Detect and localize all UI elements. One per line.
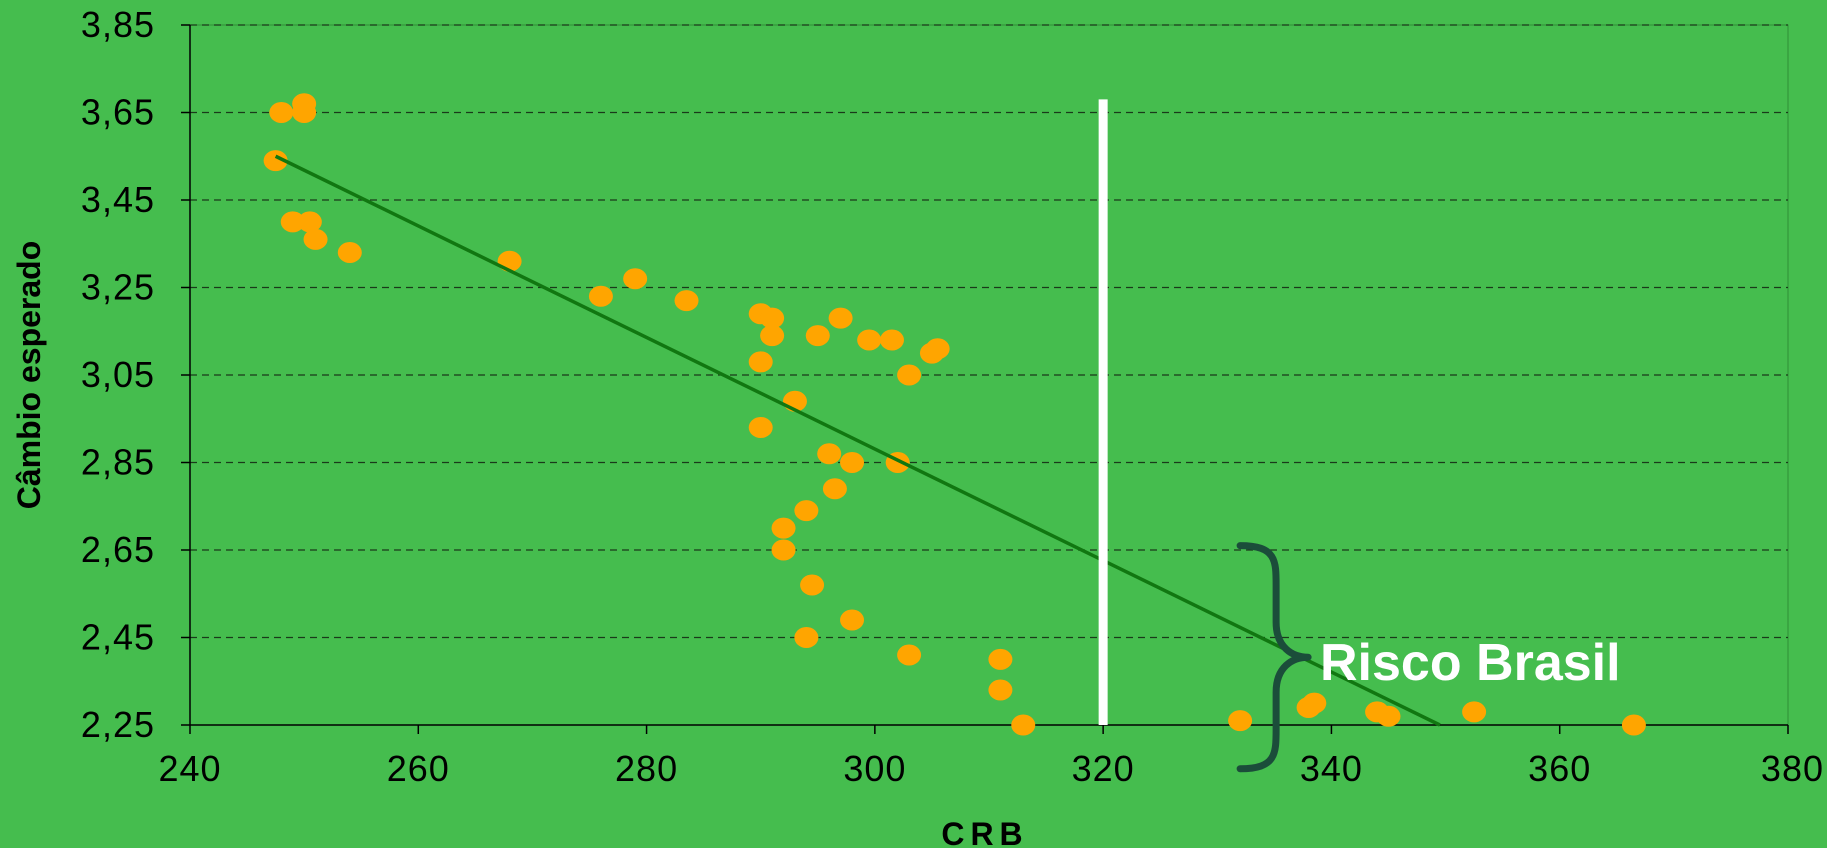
trendline [274, 154, 1441, 727]
data-point [760, 307, 785, 329]
x-tick-label: 260 [387, 748, 450, 789]
y-tick-label: 2,85 [81, 442, 155, 483]
data-point [748, 417, 773, 438]
data-point [988, 648, 1013, 670]
data-point [817, 443, 842, 465]
y-tick-label: 3,25 [81, 267, 155, 308]
x-tick-label: 360 [1528, 748, 1591, 789]
data-point [623, 268, 648, 290]
data-point [1376, 705, 1401, 727]
data-point [748, 351, 773, 373]
data-point [1011, 714, 1036, 736]
x-tick-label: 320 [1072, 748, 1135, 789]
data-point [588, 285, 613, 307]
y-tick-label: 3,85 [81, 4, 155, 45]
y-axis-title: Câmbio esperado [11, 241, 47, 510]
curly-brace-bracket [1236, 542, 1312, 773]
data-point [303, 228, 328, 250]
gridlines [190, 24, 1788, 639]
y-tick-label: 2,45 [81, 617, 155, 658]
x-tick-label: 380 [1761, 748, 1824, 789]
data-point [879, 329, 904, 351]
data-point [897, 364, 922, 386]
tick-labels: 2,25 2,45 2,65 2,85 3,05 3,25 3,45 3,65 3,85 240 2… [81, 4, 1824, 789]
data-point [897, 644, 922, 666]
data-point [674, 290, 699, 312]
risco-brasil-annotation: Risco Brasil [1320, 634, 1621, 692]
y-tick-label: 2,65 [81, 529, 155, 570]
data-point [794, 627, 819, 648]
data-point [269, 102, 294, 123]
data-point [280, 211, 305, 233]
data-point [828, 307, 853, 329]
x-tick-label: 340 [1300, 748, 1363, 789]
data-point [840, 452, 865, 473]
data-point [297, 211, 322, 233]
data-point [497, 250, 522, 272]
y-tick-label: 2,25 [81, 704, 155, 745]
data-point [800, 574, 825, 596]
y-tick-label: 3,65 [81, 92, 155, 133]
data-point [771, 539, 796, 561]
data-point [822, 478, 847, 500]
data-point [1621, 714, 1646, 736]
data-point [771, 517, 796, 539]
data-point [1462, 701, 1487, 723]
data-point [760, 325, 785, 347]
x-tick-label: 240 [158, 748, 221, 789]
data-point [1228, 710, 1253, 732]
x-tick-label: 300 [843, 748, 906, 789]
data-point [263, 150, 288, 172]
x-axis-title: CRB [941, 816, 1028, 848]
data-point [857, 329, 882, 351]
data-point [840, 609, 865, 631]
data-point [292, 102, 317, 123]
data-point [794, 500, 819, 522]
data-point [337, 242, 362, 263]
overlays [274, 99, 1441, 773]
y-tick-label: 3,45 [81, 179, 155, 220]
data-point [988, 679, 1013, 701]
axes [181, 24, 1789, 734]
data-point [1302, 692, 1327, 714]
y-tick-label: 3,05 [81, 354, 155, 395]
data-point [925, 338, 950, 360]
data-point [805, 325, 830, 347]
x-tick-label: 280 [615, 748, 678, 789]
